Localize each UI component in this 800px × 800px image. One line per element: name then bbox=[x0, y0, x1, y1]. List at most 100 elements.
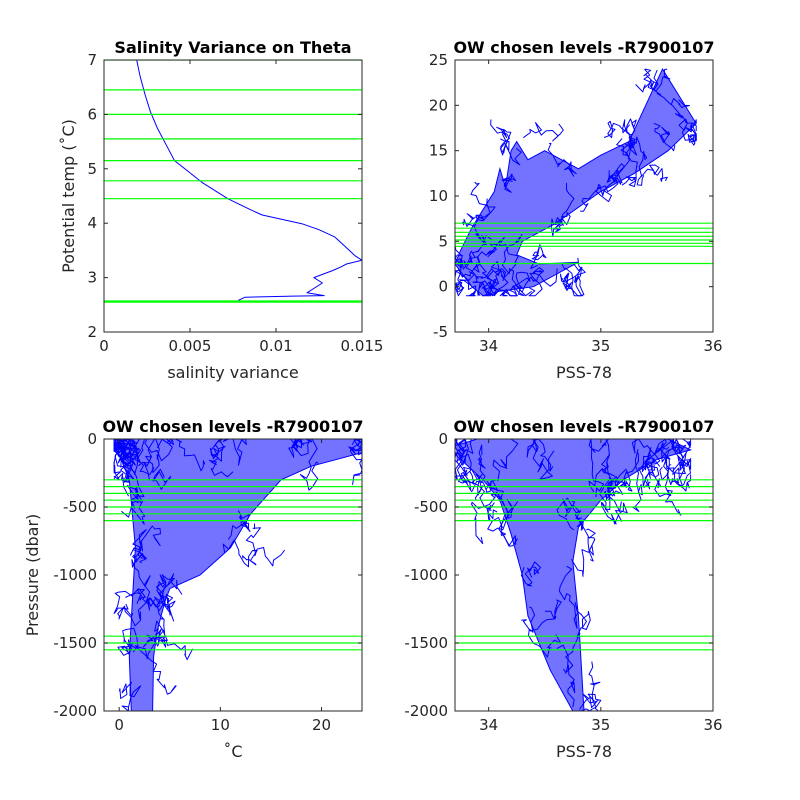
profile-line bbox=[599, 468, 627, 510]
profile-line bbox=[455, 271, 467, 297]
profile-line bbox=[640, 164, 668, 182]
y-tick-label: -1500 bbox=[53, 634, 97, 652]
profile-line bbox=[614, 470, 633, 492]
y-tick-label: 4 bbox=[87, 214, 97, 232]
profile-line bbox=[530, 244, 547, 269]
profile-line bbox=[580, 183, 612, 212]
y-tick-label: 3 bbox=[87, 269, 97, 287]
profile-line bbox=[662, 439, 691, 486]
x-tick-label: 0.015 bbox=[341, 337, 384, 355]
plot-area bbox=[455, 68, 713, 297]
profile-line bbox=[670, 98, 697, 132]
profile-line bbox=[578, 693, 602, 711]
x-tick-label: 34 bbox=[479, 716, 498, 734]
profile-line bbox=[153, 594, 176, 616]
y-axis-label: Pressure (dbar) bbox=[23, 514, 42, 637]
plot-area bbox=[104, 60, 362, 303]
profile-line bbox=[117, 597, 161, 627]
profile-line bbox=[620, 138, 638, 187]
x-axis-label: PSS-78 bbox=[556, 363, 612, 382]
profile-line bbox=[550, 217, 565, 237]
profile-line bbox=[144, 439, 175, 462]
profile-line bbox=[455, 439, 469, 484]
profile-line bbox=[597, 169, 619, 193]
profile-line bbox=[143, 634, 194, 661]
profile-line bbox=[622, 118, 637, 148]
y-tick-label: -1000 bbox=[404, 566, 448, 584]
subplot-title: Salinity Variance on Theta bbox=[114, 38, 351, 57]
profile-line bbox=[641, 447, 662, 488]
y-tick-label: 25 bbox=[429, 51, 448, 69]
y-tick-label: -1000 bbox=[53, 566, 97, 584]
profile-line bbox=[113, 588, 147, 617]
profile-line bbox=[160, 439, 206, 472]
subplot-title: OW chosen levels -R7900107 bbox=[102, 417, 363, 436]
x-tick-label: 36 bbox=[703, 716, 722, 734]
y-tick-label: 15 bbox=[429, 142, 448, 160]
y-tick-label: -5 bbox=[433, 323, 448, 341]
profile-line bbox=[647, 68, 673, 106]
y-tick-label: 0 bbox=[438, 278, 448, 296]
profile-line bbox=[299, 439, 319, 491]
y-tick-label: 7 bbox=[87, 51, 97, 69]
y-axis-label: Potential temp (˚C) bbox=[59, 119, 78, 273]
y-tick-label: -2000 bbox=[53, 702, 97, 720]
x-tick-label: 10 bbox=[211, 716, 230, 734]
profile-line bbox=[118, 681, 142, 711]
profile-line bbox=[614, 138, 638, 175]
profile-line bbox=[562, 498, 584, 531]
profile-line bbox=[156, 573, 183, 608]
profile-line bbox=[126, 485, 143, 509]
profile-line bbox=[520, 561, 542, 587]
x-tick-label: 0.01 bbox=[259, 337, 292, 355]
profile-line bbox=[601, 439, 616, 477]
subplot-title: OW chosen levels -R7900107 bbox=[453, 38, 714, 57]
subplot-2: 34 35 36 -5 0 5 10 15 20 25 OW chosen levels -R790… bbox=[429, 38, 723, 382]
profile-line bbox=[635, 68, 659, 93]
subplot-title: OW chosen levels -R7900107 bbox=[453, 417, 714, 436]
profile-line bbox=[653, 122, 676, 152]
y-tick-label: -1500 bbox=[404, 634, 448, 652]
x-tick-label: 20 bbox=[312, 716, 331, 734]
profile-line bbox=[122, 439, 146, 476]
profile-line bbox=[601, 163, 626, 195]
profile-line bbox=[626, 449, 643, 512]
x-axis-label: ˚C bbox=[223, 742, 242, 761]
profile-line bbox=[455, 258, 472, 286]
subplot-4: 34 35 36 -2000 -1500 -1000 -500 0 OW chosen leve… bbox=[404, 417, 722, 761]
profile-line bbox=[580, 661, 601, 711]
plot-area bbox=[104, 439, 362, 711]
profile-line bbox=[687, 119, 697, 146]
y-tick-label: 10 bbox=[429, 187, 448, 205]
profile-line bbox=[501, 173, 517, 193]
profile-line bbox=[532, 439, 555, 480]
x-tick-label: 36 bbox=[703, 337, 722, 355]
profile-line bbox=[631, 136, 648, 186]
profile-line bbox=[510, 276, 543, 297]
profile-line bbox=[132, 645, 177, 695]
profile-line bbox=[113, 439, 155, 476]
profile-line bbox=[348, 446, 362, 485]
profile-line bbox=[600, 502, 628, 525]
profile-line bbox=[222, 539, 258, 568]
profile-line bbox=[678, 118, 697, 141]
profile-line bbox=[457, 250, 495, 278]
y-tick-label: 5 bbox=[87, 160, 97, 178]
x-tick-label: 0 bbox=[99, 337, 109, 355]
y-tick-label: 0 bbox=[438, 430, 448, 448]
profile-line bbox=[117, 639, 137, 656]
profile-line bbox=[475, 444, 486, 496]
y-tick-label: 5 bbox=[438, 232, 448, 250]
profile-line bbox=[481, 270, 499, 297]
profile-line bbox=[638, 439, 671, 488]
profile-line bbox=[490, 261, 518, 284]
profile-line bbox=[472, 268, 501, 297]
profile-bundle bbox=[455, 68, 697, 297]
profile-line bbox=[558, 565, 582, 629]
plot-area bbox=[455, 439, 713, 711]
profile-line bbox=[125, 589, 175, 622]
subplot-1: 0 0.005 0.01 0.015 2 3 4 5 6 7 Salinity Variance o… bbox=[59, 38, 383, 382]
profile-line bbox=[470, 181, 496, 242]
y-tick-label: -2000 bbox=[404, 702, 448, 720]
profile-line bbox=[208, 445, 234, 478]
